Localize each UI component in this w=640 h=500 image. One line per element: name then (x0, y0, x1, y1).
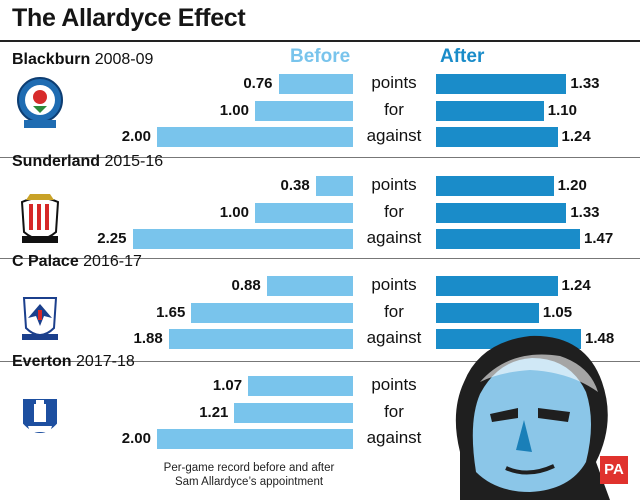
after-value-label: 1.05 (542, 303, 573, 321)
before-bar-c-palace-points (266, 276, 353, 296)
before-bar-everton-for (234, 402, 353, 423)
before-value-label: 1.00 (219, 203, 249, 221)
before-bar-blackburn-against (157, 127, 353, 147)
team-name: C Palace (12, 253, 84, 270)
before-bar-c-palace-for (191, 302, 353, 323)
footnote: Per-game record before and after Sam All… (134, 461, 364, 489)
metric-label-for: for (384, 99, 404, 119)
before-value-label: 1.88 (133, 330, 163, 347)
after-bar-blackburn-for (436, 100, 544, 121)
before-bar-sunderland-against (132, 229, 353, 249)
after-bar-c-palace-points (436, 276, 558, 296)
after-value-label: 1.47 (584, 230, 614, 247)
metric-label-for: for (384, 201, 404, 221)
after-value-label: 1.48 (585, 330, 615, 347)
before-bar-blackburn-points (278, 74, 353, 94)
before-bar-sunderland-for (255, 202, 353, 223)
after-bar-blackburn-points (436, 74, 567, 94)
after-value-label: 1.20 (557, 177, 587, 194)
panel-divider (0, 157, 640, 158)
team-season: 2016-17 (83, 253, 142, 270)
metric-label-against: against (366, 126, 422, 145)
blackburn-crest-icon (17, 77, 63, 128)
pa-logo: PA (600, 456, 628, 484)
team-label-sunderland: Sunderland 2015-16 (12, 153, 163, 171)
metric-label-points: points (371, 275, 417, 294)
team-season: 2015-16 (104, 153, 164, 170)
before-value-label: 0.76 (243, 75, 273, 92)
before-value-label: 2.25 (97, 230, 127, 247)
everton-crest-icon (21, 397, 59, 435)
page-title: The Allardyce Effect (12, 4, 246, 32)
team-name: Sunderland (12, 153, 105, 170)
team-name: Everton (12, 353, 77, 370)
before-bar-sunderland-points (315, 176, 353, 196)
panel-divider (0, 258, 640, 259)
team-label-everton: Everton 2017-18 (12, 353, 135, 371)
after-bar-sunderland-against (436, 229, 581, 249)
team-label-c-palace: C Palace 2016-17 (12, 253, 142, 271)
metric-label-points: points (371, 175, 417, 194)
after-value-label: 1.24 (561, 128, 591, 145)
metric-label-against: against (366, 328, 422, 347)
before-value-label: 1.21 (199, 403, 229, 421)
after-bar-sunderland-for (436, 202, 567, 223)
title-divider (0, 40, 640, 42)
metric-label-against: against (366, 228, 422, 247)
after-bar-blackburn-against (436, 127, 558, 147)
after-value-label: 1.10 (547, 101, 577, 119)
metric-label-against: against (366, 428, 422, 447)
crystal-palace-crest-icon (22, 297, 58, 340)
before-bar-everton-against (157, 429, 353, 449)
before-value-label: 2.00 (121, 128, 151, 145)
before-value-label: 1.65 (156, 303, 186, 321)
team-season: 2017-18 (76, 353, 135, 370)
metric-label-for: for (384, 301, 404, 321)
after-bar-sunderland-points (436, 176, 554, 196)
after-bar-c-palace-for (436, 302, 539, 323)
footnote-line-2: Sam Allardyce’s appointment (174, 476, 324, 488)
before-value-label: 2.00 (121, 430, 151, 447)
after-value-label: 1.33 (570, 75, 600, 92)
footnote-line-1: Per-game record before and after (163, 462, 335, 474)
metric-label-points: points (371, 73, 417, 92)
team-label-blackburn: Blackburn 2008-09 (12, 51, 153, 69)
sam-allardyce-portrait (455, 335, 610, 500)
metric-label-for: for (384, 401, 404, 421)
team-season: 2008-09 (94, 51, 154, 68)
before-bar-everton-points (248, 376, 353, 396)
before-value-label: 1.00 (219, 101, 249, 119)
before-column-header: Before (290, 46, 351, 67)
before-value-label: 0.88 (231, 277, 261, 294)
before-value-label: 0.38 (280, 177, 310, 194)
team-name: Blackburn (12, 51, 95, 68)
metric-label-points: points (371, 375, 417, 394)
panel-divider (0, 361, 640, 362)
before-bar-blackburn-for (255, 100, 353, 121)
before-value-label: 1.07 (212, 377, 243, 394)
before-bar-c-palace-against (168, 329, 353, 349)
after-value-label: 1.24 (561, 277, 591, 294)
after-column-header: After (440, 46, 485, 67)
after-value-label: 1.33 (570, 203, 600, 221)
sunderland-crest-icon (20, 194, 60, 243)
